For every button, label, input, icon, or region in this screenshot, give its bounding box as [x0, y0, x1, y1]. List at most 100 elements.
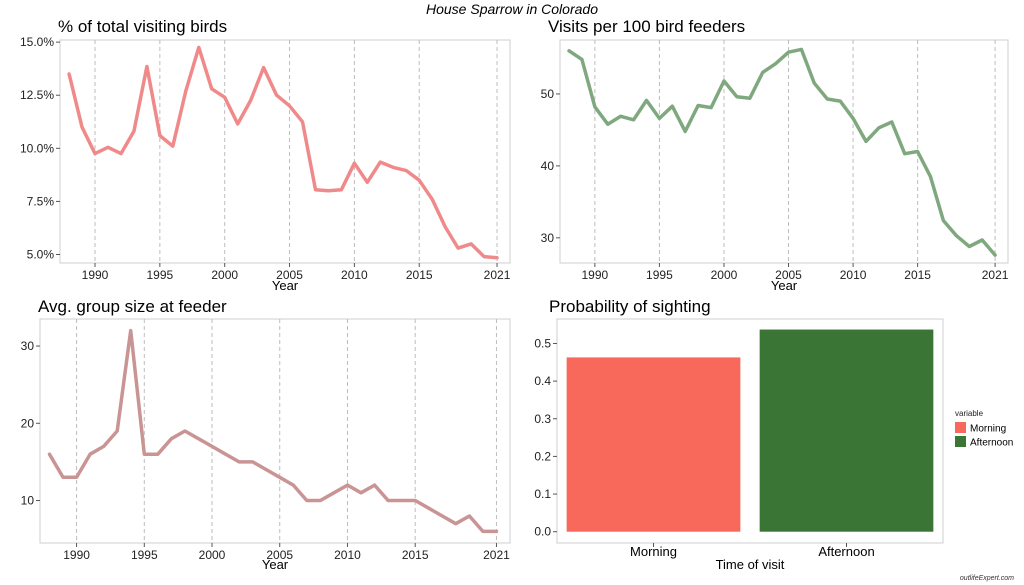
data-point: [183, 429, 187, 433]
data-point: [251, 460, 255, 464]
data-point: [249, 99, 253, 103]
legend-swatch-afternoon: [955, 436, 966, 447]
data-point: [132, 129, 136, 133]
data-point: [275, 93, 279, 97]
x-tick-label: 1990: [582, 268, 609, 282]
data-point: [593, 105, 597, 109]
data-point: [606, 122, 610, 126]
data-point: [903, 152, 907, 156]
panel-visits-per-feeders: Visits per 100 bird feeders 30 40 50 1990 199…: [541, 17, 1009, 293]
figure-suptitle: House Sparrow in Colorado: [426, 1, 598, 17]
data-point: [386, 499, 390, 503]
y-tick-label: 0.3: [534, 412, 551, 426]
data-point: [305, 499, 309, 503]
x-tick-label: 2000: [211, 268, 238, 282]
legend-swatch-morning: [955, 422, 966, 433]
data-point: [400, 499, 404, 503]
data-point: [495, 256, 499, 260]
data-point: [210, 87, 214, 91]
data-point: [88, 452, 92, 456]
data-point: [145, 65, 149, 69]
series-line: [47, 328, 499, 534]
panel-probability-sighting: Probability of sighting 0.0 0.1 0.2 0.3 0.4 0.…: [534, 297, 1013, 572]
panel-title: Visits per 100 bird feeders: [548, 17, 745, 36]
data-point: [774, 62, 778, 66]
data-point: [890, 120, 894, 124]
data-point: [197, 437, 201, 441]
data-point: [954, 234, 958, 238]
data-point: [864, 139, 868, 143]
x-tick-label: 1990: [63, 548, 90, 562]
x-tick-label: 1995: [646, 268, 673, 282]
data-point: [142, 452, 146, 456]
data-point: [264, 468, 268, 472]
x-tick-label: 2021: [483, 548, 510, 562]
data-point: [567, 49, 571, 53]
data-point: [359, 491, 363, 495]
x-tick-label: 2021: [484, 268, 511, 282]
data-point: [365, 180, 369, 184]
site-credit: outlifeExpert.com: [960, 575, 1014, 582]
data-point: [482, 255, 486, 259]
y-tick-label: 0.0: [534, 525, 551, 539]
data-point: [61, 475, 65, 479]
data-point: [838, 99, 842, 103]
bar-morning: [566, 357, 741, 532]
x-tick-label: 2005: [276, 268, 303, 282]
data-point: [169, 437, 173, 441]
data-point: [443, 225, 447, 229]
data-point: [339, 188, 343, 192]
y-tick-label: 0.4: [534, 374, 551, 388]
data-point: [223, 95, 227, 99]
data-point: [929, 175, 933, 179]
x-tick-label: 1995: [131, 548, 158, 562]
x-axis-label: Year: [771, 278, 798, 293]
data-point: [67, 72, 71, 76]
x-tick-label: 2015: [402, 548, 429, 562]
data-point: [301, 120, 305, 124]
data-point: [456, 246, 460, 250]
panel-title: % of total visiting birds: [58, 17, 227, 36]
data-point: [481, 529, 485, 533]
data-point: [93, 152, 97, 156]
data-point: [224, 452, 228, 456]
data-point: [373, 483, 377, 487]
data-point: [75, 475, 79, 479]
panel-title: Probability of sighting: [549, 297, 711, 316]
data-point: [48, 452, 52, 456]
data-point: [158, 134, 162, 138]
x-tick-label: 2015: [406, 268, 433, 282]
y-tick-label: 0.1: [534, 487, 551, 501]
data-point: [102, 444, 106, 448]
data-point: [288, 104, 292, 108]
data-point: [262, 66, 266, 70]
y-tick-label: 40: [541, 159, 555, 173]
legend-title: variable: [955, 409, 984, 418]
x-axis-label: Year: [262, 557, 289, 572]
data-point: [916, 150, 920, 154]
data-point: [993, 253, 997, 257]
x-tick-label: 2010: [341, 268, 368, 282]
series-line: [567, 47, 997, 257]
y-tick-label: 15.0%: [20, 35, 54, 49]
data-point: [722, 79, 726, 83]
plot-frame: [59, 39, 511, 264]
data-point: [314, 188, 318, 192]
x-tick-label: 2015: [904, 268, 931, 282]
data-point: [278, 475, 282, 479]
x-tick-label: 2021: [982, 268, 1009, 282]
data-point: [404, 169, 408, 173]
x-tick-label: Morning: [630, 544, 677, 559]
x-tick-label: 2005: [775, 268, 802, 282]
data-point: [619, 114, 623, 118]
y-tick-label: 0.2: [534, 449, 551, 463]
data-point: [632, 118, 636, 122]
x-tick-label: Afternoon: [818, 544, 874, 559]
data-point: [326, 189, 330, 193]
data-point: [80, 125, 84, 129]
data-point: [171, 144, 175, 148]
data-point: [291, 483, 295, 487]
series-line: [67, 45, 499, 260]
data-point: [851, 116, 855, 120]
legend: variable Morning Afternoon: [955, 409, 1013, 449]
